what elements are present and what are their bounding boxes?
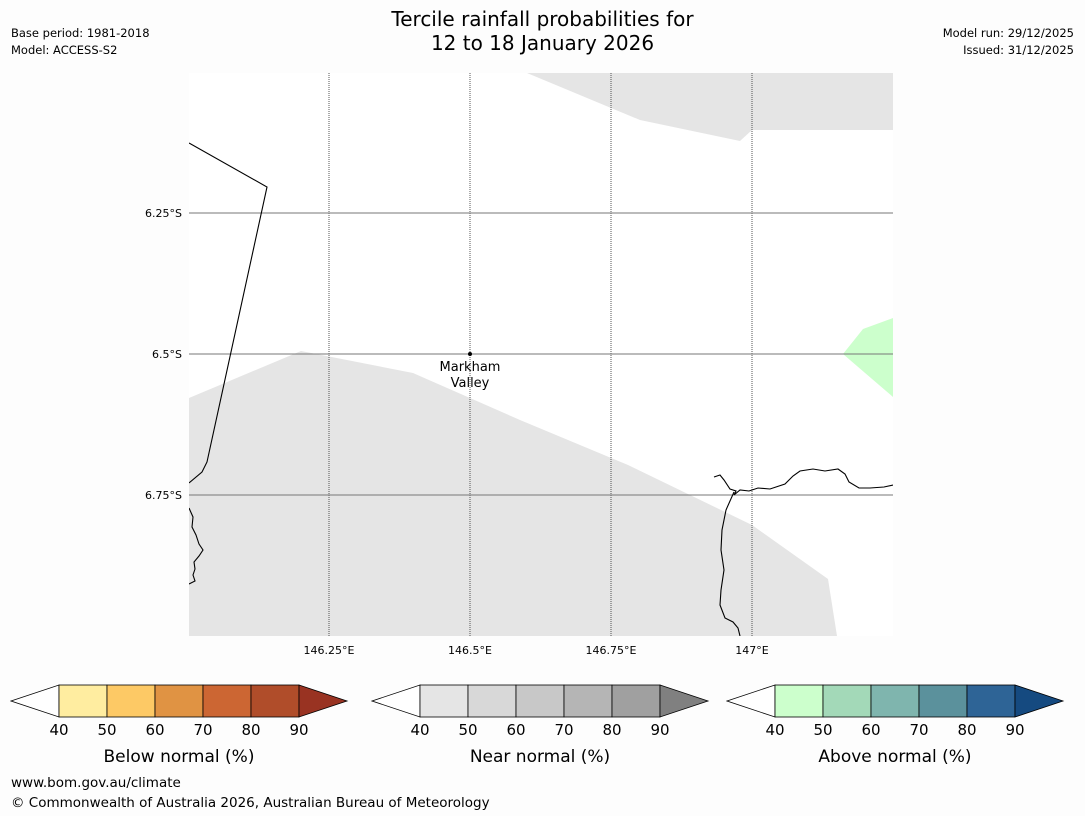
lon-label-147e: 147°E — [735, 644, 768, 657]
colorbar-below-segment — [250, 684, 300, 718]
above-normal-region — [843, 318, 893, 397]
lat-label-6-75s: 6.75°S — [145, 489, 182, 502]
colorbar-above-segment — [822, 684, 872, 718]
location-label-line2: Valley — [451, 376, 490, 391]
colorbar-above-segment — [774, 684, 824, 718]
colorbar-above-extend-low — [726, 684, 776, 718]
colorbar-near-tick-label: 40 — [410, 721, 429, 739]
colorbar-below-extend-high — [298, 684, 349, 718]
colorbar-below-tick-label: 90 — [289, 721, 308, 739]
colorbar-near-segment — [515, 684, 565, 718]
colorbar-above-label: Above normal (%) — [818, 747, 971, 767]
colorbar-above-tick-label: 50 — [813, 721, 832, 739]
model-name: Model: ACCESS-S2 — [11, 43, 118, 57]
colorbar-near-segment — [563, 684, 613, 718]
border-line — [189, 142, 268, 484]
meta-right: Model run: 29/12/2025 Issued: 31/12/2025 — [943, 25, 1074, 59]
colorbar-near-tick-label: 80 — [602, 721, 621, 739]
colorbar-above: 40 50 60 70 80 90 Above normal (%) — [726, 684, 1065, 767]
colorbar-near-extend-low — [371, 684, 421, 718]
lon-label-146-25e: 146.25°E — [304, 644, 355, 657]
chart-title: Tercile rainfall probabilities for 12 to… — [0, 7, 1085, 55]
colorbar-above-extend-high — [1014, 684, 1065, 718]
colorbar-above-segment — [918, 684, 968, 718]
colorbar-near-segment — [467, 684, 517, 718]
colorbar-below-tick-label: 40 — [49, 721, 68, 739]
colorbar-near-tick-label: 50 — [458, 721, 477, 739]
near-normal-region-north — [527, 73, 893, 141]
near-normal-region-south — [189, 351, 837, 636]
colorbar-above-tick-label: 90 — [1005, 721, 1024, 739]
colorbar-above-tick-label: 70 — [909, 721, 928, 739]
title-line-1: Tercile rainfall probabilities for — [391, 7, 694, 31]
model-run-date: Model run: 29/12/2025 — [942, 26, 1074, 40]
colorbar-below-tick-label: 60 — [145, 721, 164, 739]
map-figure: Markham Valley 6.25°S 6.5°S 6.75°S 146.2… — [145, 73, 893, 657]
location-label-line1: Markham — [440, 360, 501, 375]
colorbar-near-segment — [611, 684, 661, 718]
colorbar-below-tick-label: 80 — [241, 721, 260, 739]
colorbar-above-tick-label: 40 — [765, 721, 784, 739]
colorbar-below-tick-label: 70 — [193, 721, 212, 739]
lat-label-6-5s: 6.5°S — [152, 348, 182, 361]
longitude-labels: 146.25°E 146.5°E 146.75°E 147°E — [304, 644, 769, 657]
latitude-gridlines — [189, 212, 893, 496]
colorbar-above-segment — [966, 684, 1016, 718]
location-marker: Markham Valley — [440, 352, 501, 391]
colorbar-near-extend-high — [659, 684, 710, 718]
colorbar-near-tick-label: 90 — [650, 721, 669, 739]
title-line-2: 12 to 18 January 2026 — [430, 31, 655, 55]
meta-left: Base period: 1981-2018 Model: ACCESS-S2 — [11, 25, 150, 59]
coastline-west — [189, 507, 204, 585]
colorbar-below-segment — [154, 684, 204, 718]
colorbar-near-tick-label: 60 — [506, 721, 525, 739]
colorbar-near-label: Near normal (%) — [470, 747, 610, 767]
colorbar-below-extend-low — [10, 684, 60, 718]
footer-url[interactable]: www.bom.gov.au/climate — [11, 775, 181, 791]
lon-label-146-75e: 146.75°E — [586, 644, 637, 657]
location-dot — [468, 352, 472, 356]
map-area — [189, 73, 893, 636]
coastline-east — [713, 468, 893, 496]
footer-copyright: © Commonwealth of Australia 2026, Austra… — [11, 795, 490, 811]
issued-date: Issued: 31/12/2025 — [963, 43, 1074, 57]
colorbar-below-label: Below normal (%) — [104, 747, 255, 767]
base-period: Base period: 1981-2018 — [11, 26, 150, 40]
river — [719, 491, 741, 636]
colorbar-below: 40 50 60 70 80 90 Below normal (%) — [10, 684, 349, 767]
colorbar-above-tick-label: 80 — [957, 721, 976, 739]
colorbar-near-segment — [419, 684, 469, 718]
colorbar-below-segment — [106, 684, 156, 718]
latitude-labels: 6.25°S 6.5°S 6.75°S — [145, 207, 182, 502]
colorbar-below-tick-label: 50 — [97, 721, 116, 739]
colorbar-below-segment — [202, 684, 252, 718]
colorbar-above-segment — [870, 684, 920, 718]
lon-label-146-5e: 146.5°E — [448, 644, 492, 657]
colorbar-near-tick-label: 70 — [554, 721, 573, 739]
coastline-boundaries — [189, 142, 893, 636]
colorbar-above-tick-label: 60 — [861, 721, 880, 739]
colorbar-below-segment — [58, 684, 108, 718]
colorbar-near: 40 50 60 70 80 90 Near normal (%) — [371, 684, 710, 767]
lat-label-6-25s: 6.25°S — [145, 207, 182, 220]
